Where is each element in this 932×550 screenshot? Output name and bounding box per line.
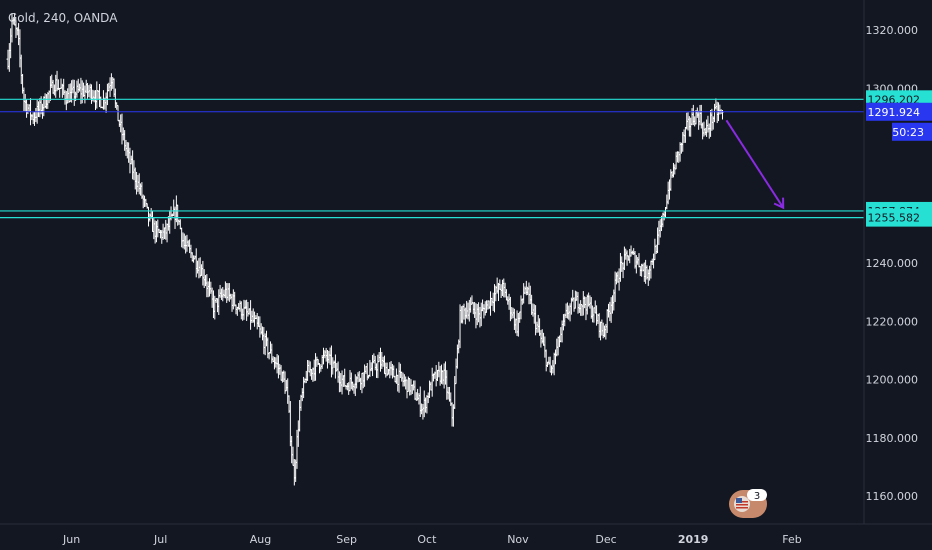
price-tag-support-2 [866, 208, 932, 227]
countdown-label: 50:23 [892, 126, 924, 139]
time-tick-label: Jul [153, 533, 167, 546]
time-axis-ticks: Jun Jul Aug Sep Oct Nov Dec 2019 Feb [62, 533, 802, 546]
price-tick-label: 1180.000 [866, 432, 919, 445]
price-tag-label-support-2: 1255.582 [868, 212, 921, 225]
ohlc-bars [6, 12, 725, 486]
countdown-tag [892, 122, 932, 141]
badge-count: 3 [754, 491, 760, 502]
price-tick-label: 1160.000 [866, 490, 919, 503]
time-tick-label: 2019 [678, 533, 709, 546]
arrow-head [773, 197, 785, 210]
price-tag-label-last-price: 1291.924 [868, 106, 921, 119]
price-axis-background [864, 0, 932, 524]
chart-title: Gold, 240, OANDA [8, 11, 118, 25]
time-tick-label: Feb [782, 533, 801, 546]
time-tick-label: Aug [250, 533, 271, 546]
time-tick-label: Jun [62, 533, 80, 546]
arrow-shaft [725, 119, 785, 209]
projection-arrow[interactable] [725, 119, 785, 210]
emoji-badge[interactable]: 3 [729, 489, 767, 518]
price-tick-label: 1240.000 [866, 257, 919, 270]
price-tick-label: 1220.000 [866, 315, 919, 328]
time-tick-label: Sep [336, 533, 357, 546]
price-axis[interactable]: 1160.000 1180.000 1200.000 1220.000 1240.000… [863, 0, 932, 524]
badge-count-bubble [747, 489, 767, 501]
price-axis-ticks: 1160.000 1180.000 1200.000 1220.000 1240.000… [866, 24, 919, 503]
time-axis-background [0, 524, 864, 550]
time-tick-label: Oct [417, 533, 437, 546]
price-tick-label: 1200.000 [866, 374, 919, 387]
level-lines[interactable] [0, 98, 864, 219]
price-tick-label: 1320.000 [866, 24, 919, 37]
time-tick-label: Dec [595, 533, 616, 546]
time-axis[interactable]: Jun Jul Aug Sep Oct Nov Dec 2019 Feb [0, 523, 932, 550]
time-tick-label: Nov [507, 533, 529, 546]
price-tag-last-price [866, 102, 932, 121]
